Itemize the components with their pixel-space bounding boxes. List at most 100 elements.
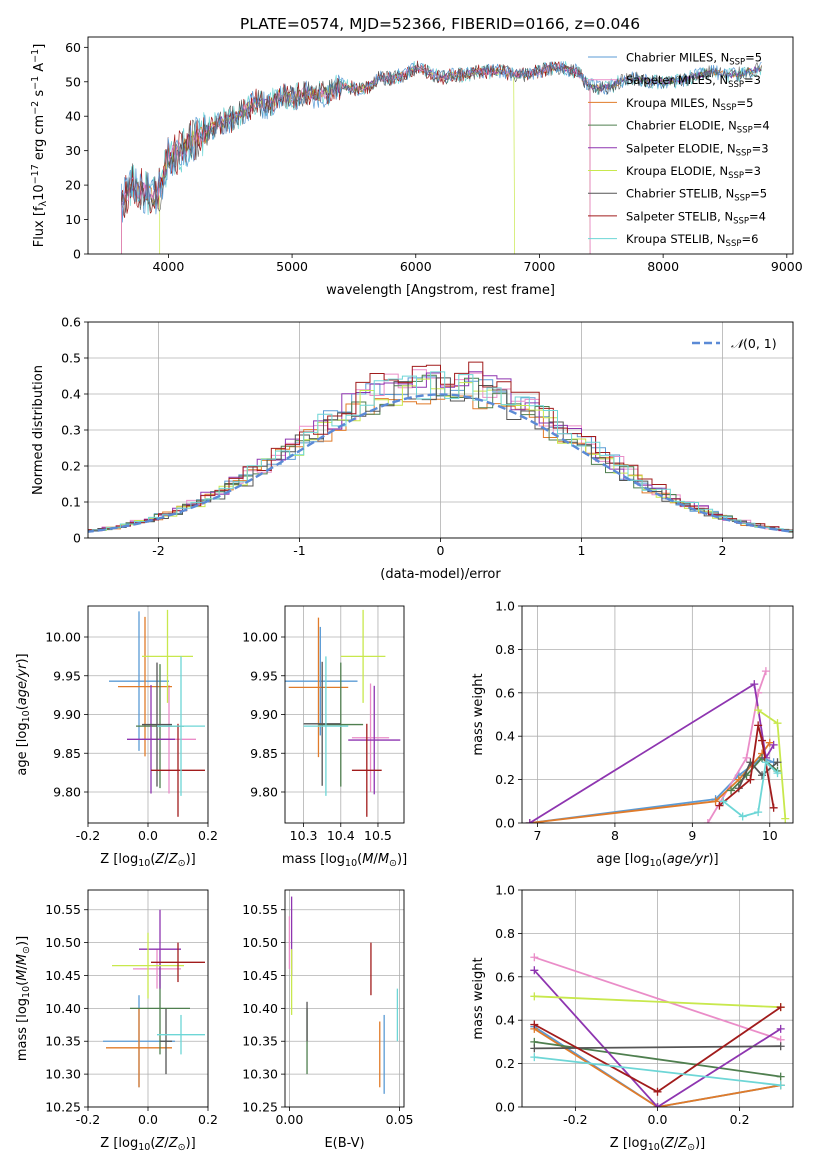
y-tick-label: 1.0 xyxy=(495,599,515,614)
x-axis-label: Z [log10(Z/Z⊙)] xyxy=(100,852,195,869)
weight-marker-salpeter-miles xyxy=(761,667,770,676)
y-axis-label: mass weight xyxy=(471,957,486,1039)
y-axis-label: mass [log10(M/M⊙)] xyxy=(15,936,32,1061)
y-tick-label: 9.80 xyxy=(250,785,278,800)
x-tick-label: -1 xyxy=(293,543,305,558)
x-axis-label-part: (data-model)/error xyxy=(380,567,501,582)
x-tick-label: 4000 xyxy=(152,259,184,274)
weight-marker-kroupa-stelib xyxy=(773,769,782,778)
y-tick-label: 0 xyxy=(73,247,81,262)
errorbar-chabrier-miles xyxy=(285,626,358,736)
x-tick-label: 8 xyxy=(611,828,619,843)
y-tick-label: 10.00 xyxy=(242,630,278,645)
weight-marker-salpeter-stelib xyxy=(776,1003,785,1012)
legend-entry-salpeter-miles: Salpeter MILES, NSSP=3 xyxy=(626,73,761,90)
errorbar-salpeter-elodie xyxy=(139,909,181,989)
y-axis-label-part: −17 xyxy=(30,164,41,184)
x-tick-label: 0.0 xyxy=(648,1112,668,1127)
x-axis-label: Z [log10(Z/Z⊙)] xyxy=(100,1136,195,1153)
x-tick-label: 0.05 xyxy=(386,1112,414,1127)
weight-line-kroupa-miles xyxy=(529,742,771,823)
weight-marker-salpeter-stelib xyxy=(530,1020,539,1029)
axes-frame xyxy=(87,605,209,824)
plot-area xyxy=(88,322,793,538)
errorbar-salpeter-miles xyxy=(133,949,181,989)
y-tick-label: 0.2 xyxy=(495,1056,515,1071)
y-tick-label: 0.0 xyxy=(495,816,515,831)
x-axis-label-part: / xyxy=(674,1136,679,1151)
weight-line-kroupa-stelib xyxy=(534,1056,781,1087)
legend-args: (0, 1) xyxy=(743,336,777,351)
legend-count: =5 xyxy=(750,187,767,201)
legend-sub: SSP xyxy=(726,239,742,249)
weight-marker-salpeter-miles xyxy=(530,953,539,962)
x-tick-label: -0.2 xyxy=(563,1112,587,1127)
y-axis-label-part: mass [log xyxy=(15,998,30,1061)
x-axis-label-part: )] xyxy=(186,852,196,867)
x-axis-label-part: ( xyxy=(150,852,155,867)
y-axis-label-part: erg cm xyxy=(32,115,47,164)
errorbar-salpeter-stelib xyxy=(151,942,205,983)
y-tick-label: 40 xyxy=(65,109,81,124)
errorbar-kroupa-stelib xyxy=(157,656,205,796)
y-tick-label: 0.6 xyxy=(495,969,515,984)
y-axis-label-part: 10 xyxy=(21,710,32,722)
legend-sub: SSP xyxy=(729,58,745,68)
x-tick-label: 10.5 xyxy=(364,828,392,843)
histogram-kroupa-elodie xyxy=(88,378,793,533)
y-axis-label-part: ] xyxy=(32,44,47,49)
weight-marker-salpeter-stelib xyxy=(758,736,767,745)
x-axis-label-part: age/yr xyxy=(667,852,710,867)
legend-count: =3 xyxy=(744,164,761,178)
y-tick-label: 9.80 xyxy=(53,785,81,800)
histogram-chabrier-stelib xyxy=(88,377,793,533)
y-tick-label: 50 xyxy=(65,74,81,89)
errorbar-salpeter-elodie xyxy=(348,685,401,795)
errorbar-chabrier-miles xyxy=(109,611,169,751)
y-axis-label: Normed distribution xyxy=(31,365,46,495)
weight-marker-kroupa-elodie xyxy=(781,814,790,823)
x-axis-label-part: M xyxy=(362,852,373,867)
x-axis-label-part: 10 xyxy=(648,1142,660,1153)
errorbar-kroupa-miles xyxy=(106,1008,172,1088)
legend-entry-chabrier-elodie: Chabrier ELODIE, NSSP=4 xyxy=(626,119,770,136)
y-tick-label: 20 xyxy=(65,178,81,193)
panel-mass_vs_Z: -0.2 0.0 0.2 10.25 10.30 10.35 10.40 10.45 10.50… xyxy=(15,889,218,1153)
weight-marker-salpeter-elodie xyxy=(776,1024,785,1033)
weight-marker-chabrier-stelib xyxy=(776,1042,785,1051)
spectrum-line-salpeter-miles xyxy=(121,64,591,254)
x-axis-label-part: / xyxy=(164,1136,169,1151)
weight-line-chabrier-stelib xyxy=(534,1045,781,1050)
axes-frame xyxy=(521,605,794,824)
x-axis-label-part: M xyxy=(378,852,389,867)
x-axis-label-part: Z [log xyxy=(100,1136,138,1151)
weight-line-salpeter-elodie xyxy=(533,969,782,1107)
x-axis-label-part: ( xyxy=(357,852,362,867)
legend-name: Salpeter STELIB, N xyxy=(626,209,733,223)
y-axis-label-part: 10 xyxy=(32,184,47,201)
legend-entry-normal: 𝒩(0, 1) xyxy=(731,336,777,351)
x-tick-label: -0.2 xyxy=(76,828,100,843)
y-tick-label: 0.5 xyxy=(61,351,81,366)
legend-entry-salpeter-elodie: Salpeter ELODIE, NSSP=3 xyxy=(626,141,769,158)
y-tick-label: 10 xyxy=(65,212,81,227)
x-axis-label-part: ( xyxy=(662,852,667,867)
axes-frame xyxy=(87,321,794,539)
x-axis-label-part: Z xyxy=(168,1136,179,1151)
weight-marker-salpeter-elodie xyxy=(525,819,534,823)
legend-entry-kroupa-elodie: Kroupa ELODIE, NSSP=3 xyxy=(626,164,761,181)
weight-marker-salpeter-miles xyxy=(742,753,751,762)
y-tick-label: 9.90 xyxy=(53,707,81,722)
weight-line-kroupa-miles xyxy=(533,1028,781,1107)
y-tick-label: 1.0 xyxy=(495,883,515,898)
x-axis-label-part: Z xyxy=(664,1136,675,1151)
y-tick-label: 0.2 xyxy=(495,772,515,787)
y-tick-label: 9.90 xyxy=(250,707,278,722)
weight-marker-chabrier-elodie xyxy=(727,786,736,795)
weight-marker-salpeter-stelib xyxy=(754,721,763,730)
panel-age_vs_mass: 10.3 10.4 10.5 9.80 9.85 9.90 9.95 10.00 mass [l… xyxy=(242,605,407,869)
y-tick-label: 10.40 xyxy=(242,1001,278,1016)
x-tick-label: 6000 xyxy=(400,259,432,274)
weight-marker-chabrier-stelib xyxy=(530,1044,539,1053)
legend-sub: SSP xyxy=(736,148,752,158)
